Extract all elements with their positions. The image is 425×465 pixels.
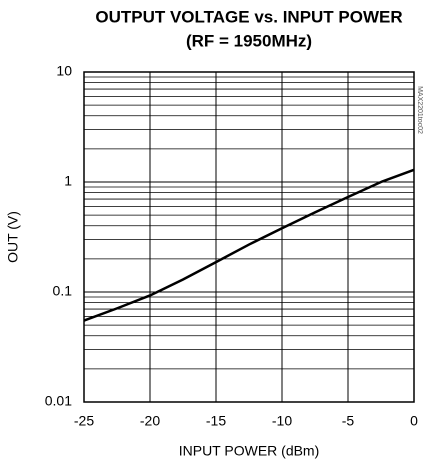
data-line: [83, 168, 415, 322]
plot-frame: [83, 71, 415, 403]
y-axis-label: OUT (V): [5, 211, 21, 263]
x-tick-label: 0: [410, 413, 418, 429]
y-tick-label: 0.01: [45, 393, 72, 409]
x-tick-label: -25: [74, 413, 94, 429]
x-axis-label: INPUT POWER (dBm): [179, 443, 320, 459]
y-tick-label: 1: [64, 173, 72, 189]
chart-subtitle: (RF = 1950MHz): [186, 31, 312, 50]
y-tick-label: 0.1: [53, 283, 73, 299]
x-tick-label: -20: [140, 413, 160, 429]
x-tick-label: -10: [272, 413, 292, 429]
annotation: MAX2201toc02: [416, 86, 423, 134]
y-tick-label: 10: [56, 63, 72, 79]
x-tick-label: -5: [342, 413, 355, 429]
chart-title: OUTPUT VOLTAGE vs. INPUT POWER: [95, 7, 402, 26]
x-tick-label: -15: [206, 413, 226, 429]
